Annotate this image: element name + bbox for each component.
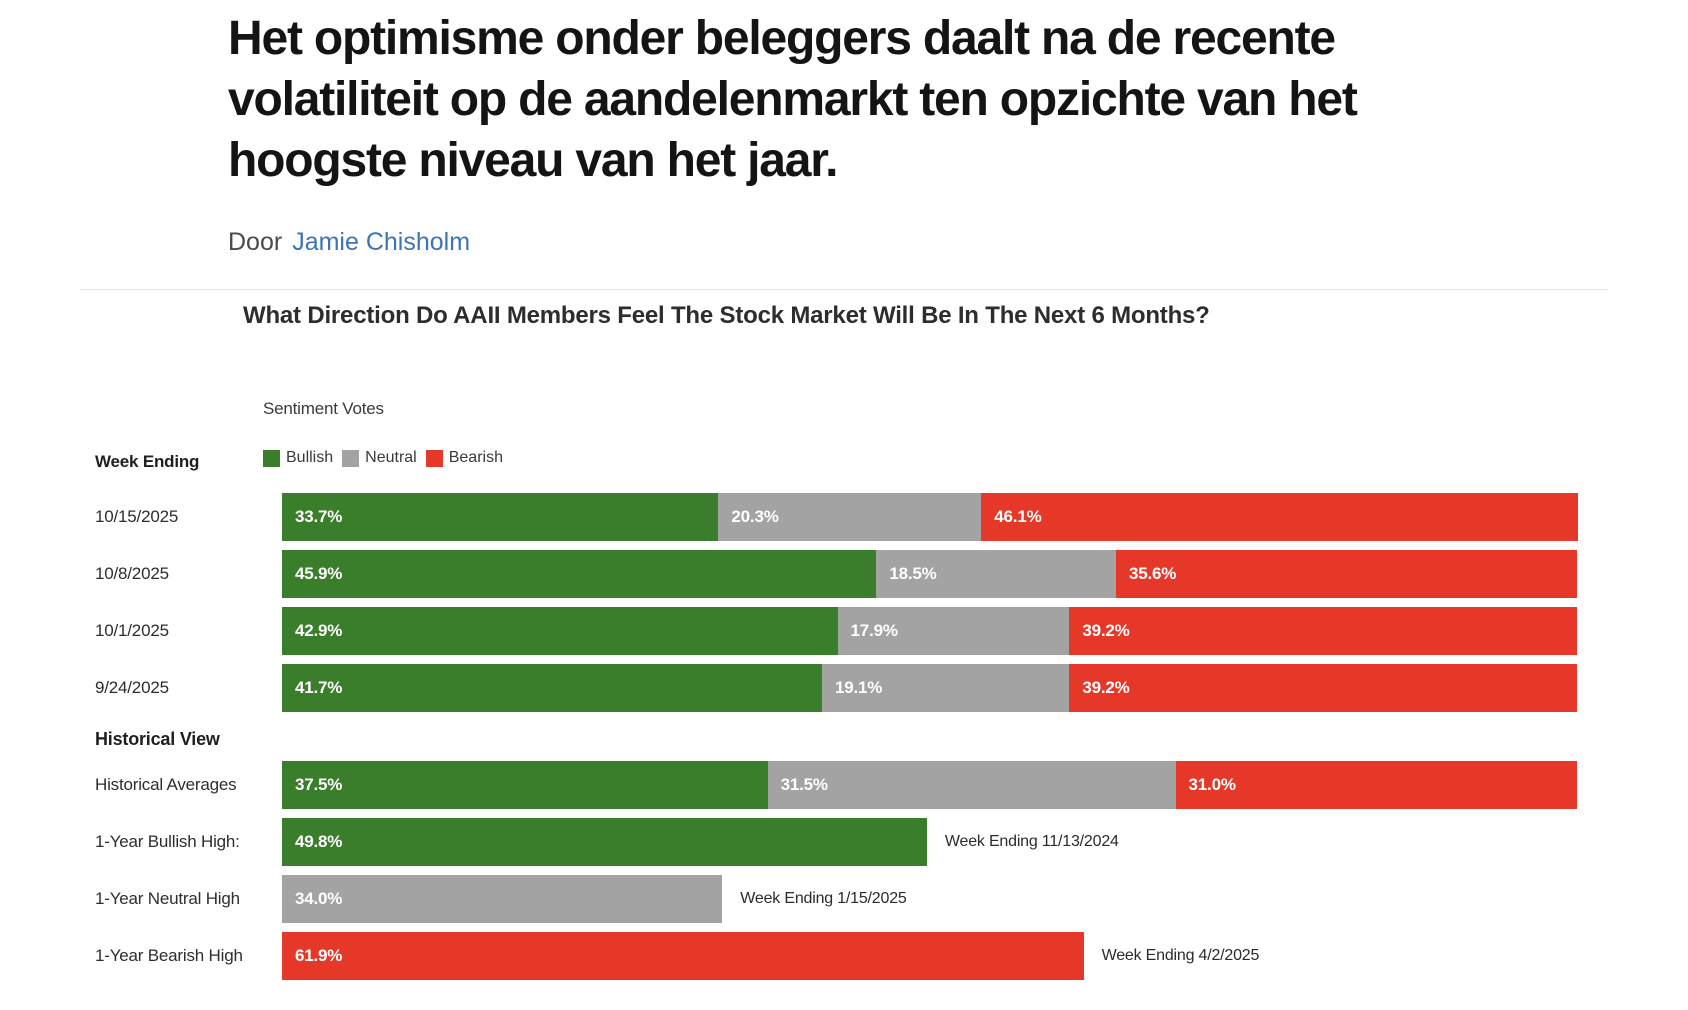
legend-item-neutral: Neutral <box>342 449 417 467</box>
neutral-bar-segment: 31.5% <box>767 761 1176 809</box>
bullish-bar-segment: 41.7% <box>282 664 822 712</box>
bar-value-label: 42.9% <box>295 621 343 640</box>
chart-row: Historical Averages 37.5% 31.5% 31.0% <box>95 761 1577 809</box>
bearish-bar-segment: 31.0% <box>1175 761 1577 809</box>
row-label: 10/1/2025 <box>95 621 169 640</box>
chart-row: 1-Year Neutral High 34.0% Week Ending 1/15… <box>95 875 1577 923</box>
bullish-bar-segment: 45.9% <box>282 550 877 598</box>
bar-value-label: 20.3% <box>731 507 779 526</box>
bar-value-label: 17.9% <box>850 621 898 640</box>
legend-label-neutral: Neutral <box>365 449 417 466</box>
bar-value-label: 41.7% <box>295 678 343 697</box>
chart-title: What Direction Do AAII Members Feel The … <box>243 302 1210 329</box>
row-label: 1-Year Bullish High: <box>95 832 240 851</box>
bullish-swatch-icon <box>263 449 280 467</box>
bar-value-label: 61.9% <box>295 946 343 965</box>
bearish-bar-segment: 61.9% <box>282 932 1084 980</box>
bearish-bar-segment: 46.1% <box>981 493 1579 541</box>
legend-label-bullish: Bullish <box>286 449 334 466</box>
row-label: 1-Year Neutral High <box>95 889 240 908</box>
bar-value-label: 39.2% <box>1082 678 1130 697</box>
byline: Door Jamie Chisholm <box>228 228 470 257</box>
bar-value-label: 31.0% <box>1188 775 1236 794</box>
row-label: 1-Year Bearish High <box>95 946 243 965</box>
bar-value-label: 34.0% <box>295 889 343 908</box>
divider <box>80 289 1608 290</box>
bar-annotation: Week Ending 11/13/2024 <box>944 833 1119 850</box>
bullish-bar-segment: 49.8% <box>282 818 927 866</box>
row-bars: 49.8% Week Ending 11/13/2024 <box>282 818 1577 866</box>
bar-value-label: 46.1% <box>994 507 1042 526</box>
row-bars: 34.0% Week Ending 1/15/2025 <box>282 875 1577 923</box>
row-bars: 33.7% 20.3% 46.1% <box>282 493 1579 541</box>
bar-value-label: 35.6% <box>1128 564 1177 583</box>
bar-value-label: 18.5% <box>889 564 937 583</box>
bar-value-label: 39.2% <box>1082 621 1130 640</box>
row-label: Historical Averages <box>95 775 237 794</box>
bar-value-label: 33.7% <box>295 507 343 526</box>
bar-value-label: 37.5% <box>295 775 343 794</box>
article-headline: Het optimisme onder beleggers daalt na d… <box>228 12 1358 187</box>
neutral-bar-segment: 19.1% <box>822 664 1070 712</box>
chart-row: 1-Year Bearish High 61.9% Week Ending 4/2/… <box>95 932 1577 980</box>
week-ending-header: Week Ending <box>95 452 200 471</box>
chart-rows: 10/15/2025 33.7% 20.3% 46.1% 10/8/2025 45.9% 1… <box>95 493 1579 989</box>
bar-annotation: Week Ending 1/15/2025 <box>740 890 907 907</box>
historical-view-header: Historical View <box>95 728 220 749</box>
row-bars: 37.5% 31.5% 31.0% <box>282 761 1577 809</box>
chart-legend: Bullish Neutral Bearish <box>263 449 503 467</box>
row-bars: 41.7% 19.1% 39.2% <box>282 664 1577 712</box>
chart-row: 9/24/2025 41.7% 19.1% 39.2% <box>95 664 1577 712</box>
bullish-bar-segment: 42.9% <box>282 607 838 655</box>
bearish-bar-segment: 35.6% <box>1115 550 1577 598</box>
neutral-bar-segment: 17.9% <box>837 607 1070 655</box>
neutral-bar-segment: 18.5% <box>876 550 1116 598</box>
bar-annotation: Week Ending 4/2/2025 <box>1101 947 1260 964</box>
legend-title: Sentiment Votes <box>263 399 384 418</box>
row-label: 10/15/2025 <box>95 507 179 526</box>
chart-row: 1-Year Bullish High: 49.8% Week Ending 11/… <box>95 818 1577 866</box>
legend-item-bearish: Bearish <box>425 449 503 467</box>
row-bars: 45.9% 18.5% 35.6% <box>282 550 1577 598</box>
row-label: 10/8/2025 <box>95 564 169 583</box>
legend-label-bearish: Bearish <box>448 449 503 466</box>
neutral-bar-segment: 34.0% <box>282 875 723 923</box>
bearish-bar-segment: 39.2% <box>1069 664 1577 712</box>
chart-row: 10/8/2025 45.9% 18.5% 35.6% <box>95 550 1577 598</box>
bullish-bar-segment: 37.5% <box>282 761 768 809</box>
bar-value-label: 45.9% <box>295 564 343 583</box>
neutral-swatch-icon <box>342 449 360 467</box>
bar-value-label: 19.1% <box>835 678 883 697</box>
author-link[interactable]: Jamie Chisholm <box>292 228 471 256</box>
bullish-bar-segment: 33.7% <box>282 493 719 541</box>
neutral-bar-segment: 20.3% <box>718 493 982 541</box>
row-bars: 42.9% 17.9% 39.2% <box>282 607 1577 655</box>
bearish-bar-segment: 39.2% <box>1069 607 1577 655</box>
chart-row: 10/15/2025 33.7% 20.3% 46.1% <box>95 493 1579 541</box>
row-bars: 61.9% Week Ending 4/2/2025 <box>282 932 1577 980</box>
bar-value-label: 31.5% <box>780 775 828 794</box>
bar-value-label: 49.8% <box>295 832 343 851</box>
byline-prefix: Door <box>228 228 283 256</box>
bearish-swatch-icon <box>425 449 443 467</box>
chart-row: 10/1/2025 42.9% 17.9% 39.2% <box>95 607 1577 655</box>
row-label: 9/24/2025 <box>95 678 169 697</box>
legend-item-bullish: Bullish <box>263 449 333 467</box>
